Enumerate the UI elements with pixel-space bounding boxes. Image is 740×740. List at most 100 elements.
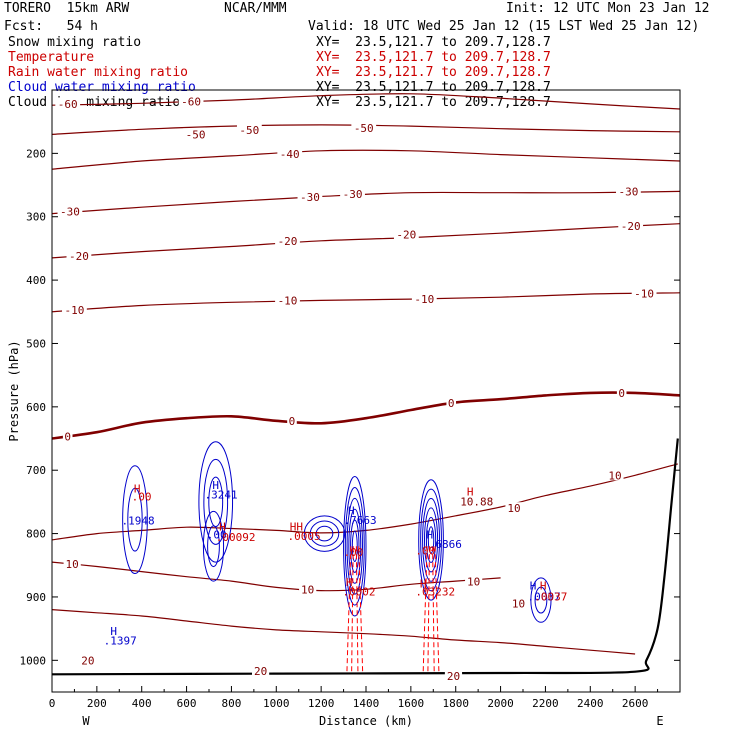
temperature-label-23: 10: [507, 502, 520, 515]
temperature-contour-2: [52, 149, 680, 170]
temperature-label-16: -10: [414, 293, 434, 306]
x-tick-label-12: 2400: [577, 697, 604, 710]
temperature-label-25: 10: [301, 583, 314, 596]
temperature-label-15: -10: [278, 294, 298, 307]
temperature-label-6: -30: [60, 206, 80, 219]
temperature-label-bg-23: [505, 502, 523, 514]
rain-water-contour-0-2: [355, 546, 359, 672]
annotation-25: .0037: [534, 591, 567, 604]
rain-water-contour-0-3: [358, 546, 364, 672]
temperature-contour-8: [52, 561, 501, 592]
temperature-label-4: -50: [354, 122, 374, 135]
model-title: TORERO 15km ARW: [4, 1, 130, 16]
legend-rain-xy: XY= 23.5,121.7 to 209.7,128.7: [316, 65, 551, 80]
temperature-label-17: -10: [634, 287, 654, 300]
x-tick-label-1: 200: [87, 697, 107, 710]
annotation-2: .1948: [122, 515, 155, 528]
temperature-label-11: -20: [278, 235, 298, 248]
temperature-label-21: 0: [618, 387, 625, 400]
cloud-water-contour-0-1: [127, 487, 143, 552]
temperature-label-19: 0: [289, 415, 296, 428]
cloud-water-contour-4-2: [346, 497, 363, 595]
rain-water-contour-1-0: [422, 546, 428, 672]
x-tick-label-0: 0: [49, 697, 56, 710]
rain-water-contour-1-2: [432, 546, 435, 672]
y-tick-label-7: 900: [26, 591, 46, 604]
annotation-17: .00: [415, 544, 435, 557]
temperature-label-bg-28: [79, 654, 97, 666]
annotation-20: H: [467, 486, 474, 499]
cloud-water-contour-0-0: [122, 465, 148, 575]
x-tick-label-6: 1200: [308, 697, 335, 710]
temperature-label-bg-29: [251, 665, 270, 677]
temperature-label-30: 20: [447, 670, 460, 683]
annotation-3: H: [212, 479, 219, 492]
cloud-water-contour-1-1: [203, 458, 229, 545]
annotation-22: H: [530, 579, 537, 592]
annotation-15: H: [427, 529, 434, 542]
legend-cloud-water-label: Cloud water mixing ratio: [8, 80, 196, 95]
x-tick-label-9: 1800: [442, 697, 469, 710]
temperature-label-27: 10: [512, 597, 525, 610]
annotation-1: .00: [132, 491, 152, 504]
temperature-label-bg-2: [183, 128, 208, 140]
annotation-27: .1397: [104, 634, 137, 647]
x-tick-label-5: 1000: [263, 697, 290, 710]
x-tick-label-10: 2000: [487, 697, 514, 710]
init-time: Init: 12 UTC Mon 23 Jan 12: [506, 1, 710, 16]
annotation-7: .00092: [216, 531, 256, 544]
temperature-label-18: 0: [64, 431, 71, 444]
temperature-label-3: -50: [239, 124, 259, 137]
temperature-label-9: -30: [618, 185, 638, 198]
temperature-label-8: -30: [343, 188, 363, 201]
cloud-water-contour-4-3: [348, 508, 362, 584]
temperature-label-bg-21: [616, 386, 627, 398]
rain-water-contour-0-1: [351, 546, 354, 672]
cloud-water-contour-4-1: [344, 486, 365, 606]
temperature-label-bg-11: [275, 234, 300, 246]
temperature-label-bg-17: [631, 287, 657, 299]
temperature-label-2: -50: [186, 128, 206, 141]
legend-temperature-xy: XY= 23.5,121.7 to 209.7,128.7: [316, 50, 551, 65]
temperature-label-bg-24: [63, 557, 81, 569]
temperature-label-5: -40: [280, 148, 300, 161]
valid-time: Valid: 18 UTC Wed 25 Jan 12 (15 LST Wed …: [308, 19, 700, 34]
x-axis-label: Distance (km): [319, 714, 413, 728]
temperature-label-bg-7: [297, 191, 323, 203]
cloud-water-contour-6-1: [534, 586, 548, 614]
cloud-water-contour-6-0: [530, 577, 552, 623]
x-tick-label-3: 600: [177, 697, 197, 710]
temperature-label-bg-18: [62, 430, 73, 442]
y-tick-label-4: 600: [26, 401, 46, 414]
temperature-contour-5: [52, 292, 680, 313]
annotation-26: H: [110, 625, 117, 638]
temperature-label-1: -60: [181, 95, 201, 108]
cloud-water-contour-5-1: [420, 488, 442, 592]
annotation-24: .0037: [527, 591, 560, 604]
legend-rain-label: Rain water mixing ratio: [8, 65, 189, 80]
cloud-water-contour-5-5: [427, 526, 435, 554]
legend-snow-xy: XY= 23.5,121.7 to 209.7,128.7: [316, 35, 551, 50]
cloud-water-contour-5-2: [422, 498, 441, 582]
y-tick-label-6: 800: [26, 528, 46, 541]
annotation-12: .00: [344, 546, 364, 559]
x-end-west: W: [82, 714, 90, 728]
x-tick-label-7: 1400: [353, 697, 380, 710]
cloud-water-contour-5-3: [423, 507, 439, 573]
cloud-water-contour-3-1: [309, 520, 340, 547]
temperature-contour-9: [52, 609, 636, 655]
annotation-8: HH: [290, 520, 303, 533]
temperature-label-bg-4: [351, 122, 377, 134]
rain-water-contour-1-1: [427, 546, 430, 672]
rain-water-contour-0-0: [346, 546, 352, 672]
plot-frame: [51, 89, 681, 693]
org-label: NCAR/MMM: [224, 1, 287, 16]
annotation-23: H: [540, 579, 547, 592]
temperature-label-bg-30: [444, 670, 463, 682]
cloud-water-contour-3-0: [303, 515, 346, 552]
annotation-6: .00: [207, 529, 227, 542]
y-tick-label-1: 300: [26, 211, 46, 224]
temperature-label-10: -20: [69, 250, 89, 263]
annotation-4: .3241: [205, 489, 238, 502]
y-tick-label-5: 700: [26, 464, 46, 477]
